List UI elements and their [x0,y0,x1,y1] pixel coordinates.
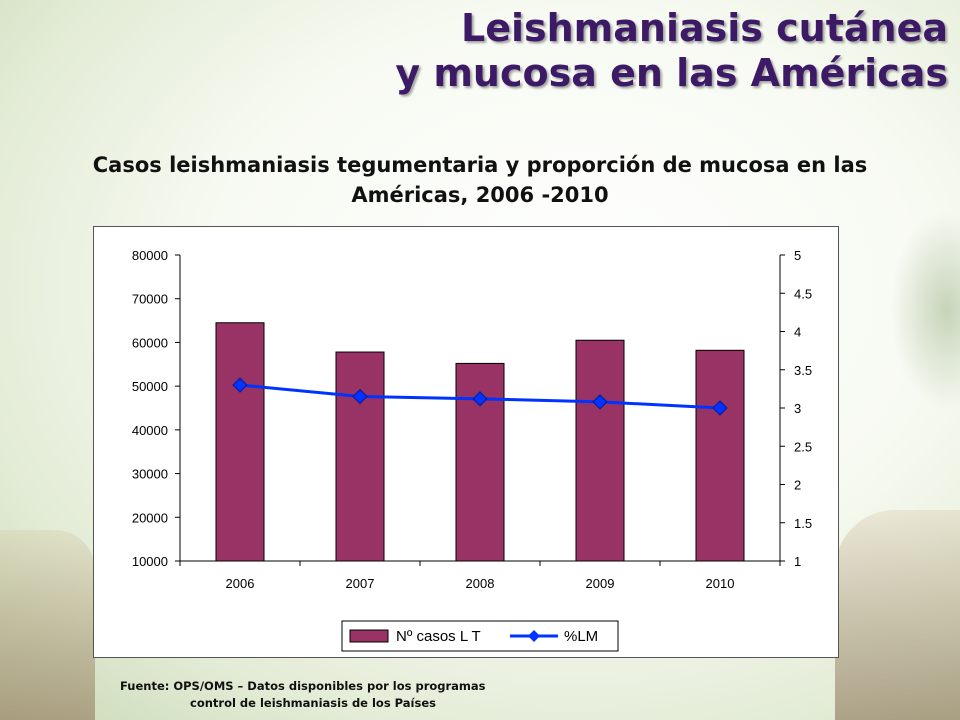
y-right-tick-label: 4 [794,325,801,340]
y-left-tick-label: 80000 [132,248,168,263]
y-right-tick-label: 2 [794,478,801,493]
legend-swatch-bar [349,629,389,643]
x-tick-label: 2007 [346,576,375,591]
slide-title-line2: y mucosa en las Américas [395,51,948,95]
legend-swatch-marker [528,630,540,642]
bar [335,351,385,562]
legend-label-bar: Nº casos L T [396,628,481,645]
legend-label-line: %LM [564,628,598,645]
chart-svg: 10000 20000 30000 40000 50000 60000 70000 80000… [132,248,812,652]
x-tick-label: 2010 [706,576,735,591]
y-right-tick-label: 3 [794,401,801,416]
bar [695,349,745,562]
y-right-tick-label: 2.5 [794,439,812,454]
chart-container: 10000 20000 30000 40000 50000 60000 70000 80000… [93,226,839,658]
line-point [232,377,248,393]
source-note: Fuente: OPS/OMS – Datos disponibles por … [120,678,540,712]
line-point [472,391,488,407]
y-right-tick-label: 3.5 [794,363,812,378]
slide-title: Leishmaniasis cutánea y mucosa en las Am… [248,6,948,96]
source-line2: control de leishmaniasis de los Países [190,696,436,710]
bar [215,322,265,562]
y-left-tick-label: 10000 [132,554,168,569]
x-tick-label: 2006 [226,576,255,591]
y-left-tick-label: 40000 [132,423,168,438]
source-line1: Fuente: OPS/OMS – Datos disponibles por … [120,679,486,693]
line-point [352,388,368,405]
x-tick-label: 2008 [466,576,495,591]
bar [575,339,625,562]
map-background [890,210,960,410]
y-left-tick-label: 70000 [132,292,168,307]
photo-child-left [0,530,95,720]
line-point [592,394,608,410]
y-left-tick-label: 30000 [132,467,168,482]
x-tick-label: 2009 [586,576,615,591]
photo-person-right [835,510,960,720]
y-left-tick-label: 50000 [132,379,168,394]
line-point [712,400,728,416]
chart-title: Casos leishmaniasis tegumentaria y propo… [92,153,868,207]
y-left-tick-label: 60000 [132,335,168,350]
y-right-tick-label: 4.5 [794,286,812,301]
y-right-tick-label: 1 [794,554,801,569]
slide-title-line1: Leishmaniasis cutánea [461,6,948,50]
y-left-tick-label: 20000 [132,510,168,525]
y-right-tick-label: 5 [794,248,801,263]
y-right-tick-label: 1.5 [794,516,812,531]
